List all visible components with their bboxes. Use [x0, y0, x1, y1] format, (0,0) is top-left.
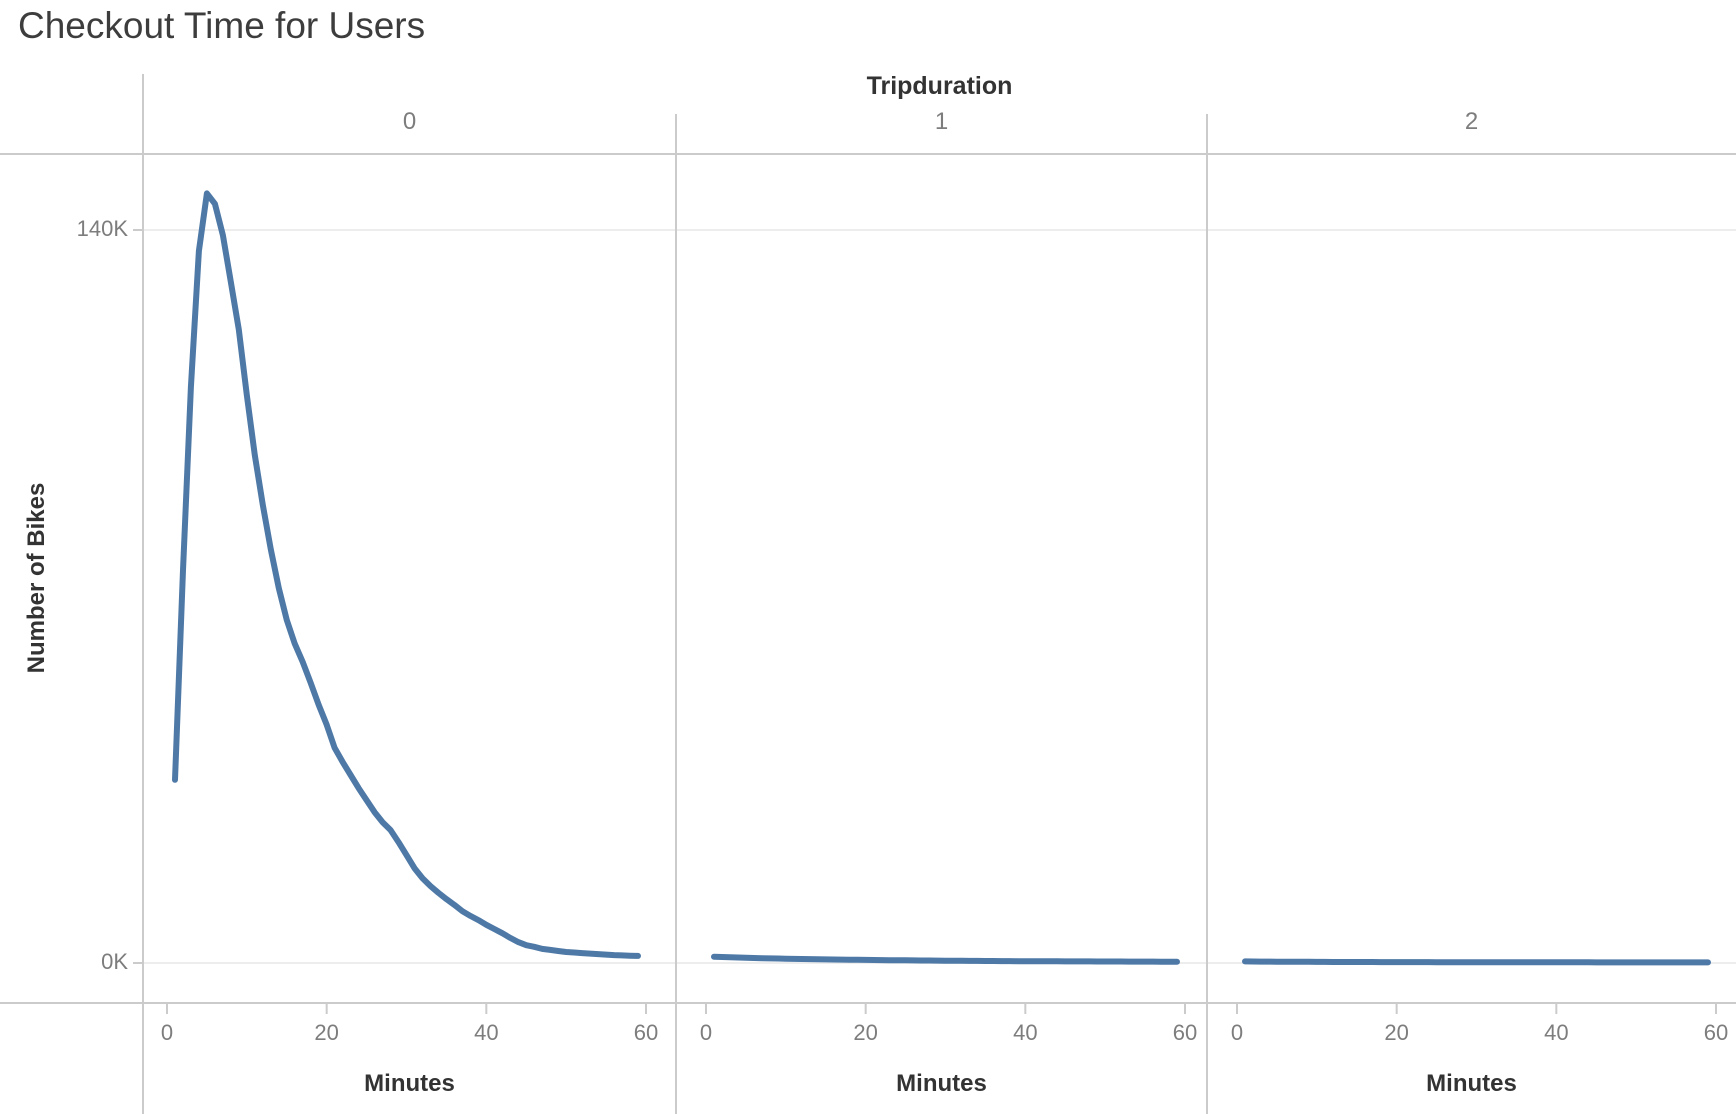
y-axis-title: Number of Bikes — [23, 482, 50, 674]
trend-line-tripduration-1 — [711, 953, 1180, 965]
x-axis-title: Minutes — [1426, 1070, 1517, 1097]
x-tick-label: 40 — [474, 1020, 499, 1045]
x-tick-label: 20 — [314, 1020, 339, 1045]
x-tick-label: 20 — [1384, 1020, 1409, 1045]
x-axis-title: Minutes — [364, 1070, 455, 1097]
x-tick-label: 60 — [1703, 1020, 1729, 1045]
x-tick-label: 60 — [1172, 1020, 1198, 1045]
x-tick-label: 0 — [1230, 1020, 1244, 1045]
x-axis-title: Minutes — [896, 1070, 987, 1097]
trend-line-tripduration-0 — [172, 190, 641, 959]
y-tick-label-140k: 140K — [76, 216, 128, 241]
x-tick-label: 40 — [1013, 1020, 1038, 1045]
y-tick-label-0k: 0K — [101, 949, 128, 974]
facet-column-label-2: 2 — [1464, 108, 1479, 135]
facet-column-label-1: 1 — [934, 108, 949, 135]
x-tick-label: 0 — [699, 1020, 713, 1045]
x-tick-label: 0 — [160, 1020, 174, 1045]
x-tick-label: 20 — [853, 1020, 878, 1045]
facet-field-header: Tripduration — [866, 72, 1013, 100]
facet-column-label-0: 0 — [402, 108, 417, 135]
x-tick-label: 40 — [1544, 1020, 1569, 1045]
chart-title: Checkout Time for Users — [18, 5, 426, 46]
x-tick-label: 60 — [633, 1020, 659, 1045]
trend-line-tripduration-2 — [1242, 958, 1711, 966]
